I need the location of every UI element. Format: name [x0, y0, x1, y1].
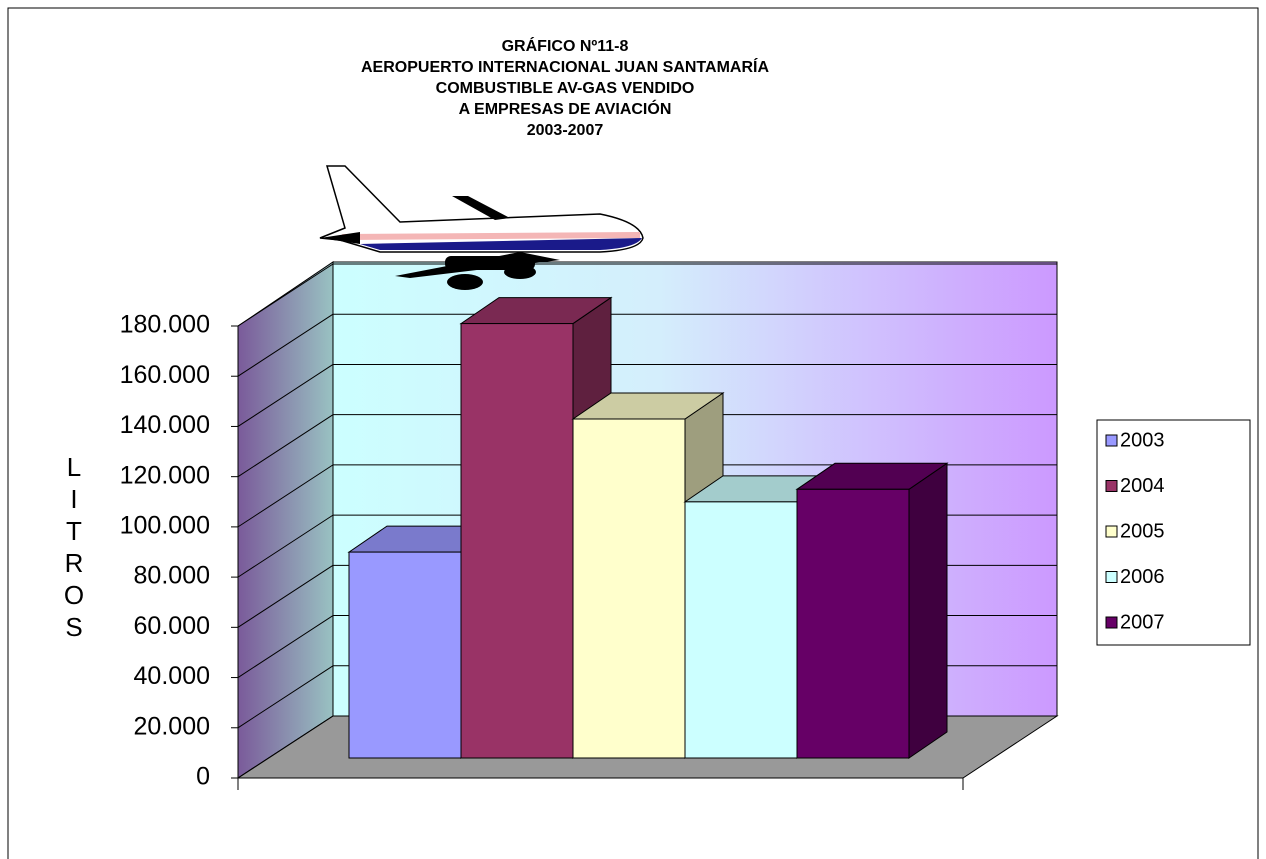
chart-title: 2003-2007 [527, 122, 604, 139]
airplane [319, 165, 644, 290]
y-tick-label: 100.000 [120, 511, 210, 539]
y-tick-label: 120.000 [120, 461, 210, 489]
grid-line [237, 514, 334, 578]
legend-label: 2006 [1120, 566, 1165, 588]
legend-swatch [1105, 571, 1118, 583]
legend-swatch [1105, 616, 1118, 629]
title: GRÁFICO Nº11-8 AEROPUERTO INTERNACIONAL J… [361, 36, 769, 139]
y-tick-label: 180.000 [120, 311, 210, 339]
legend-swatch [1105, 525, 1118, 538]
grid-line [237, 665, 334, 729]
y-tick-label: 0 [196, 763, 210, 791]
grid-line [237, 715, 334, 779]
bar-side [908, 462, 948, 759]
grid-line [237, 464, 334, 528]
legend [1096, 419, 1251, 646]
frame [7, 7, 1259, 859]
bar [460, 323, 574, 759]
y-tick-label: 60.000 [134, 612, 210, 640]
y-tick-label: 20.000 [134, 712, 210, 740]
side-wall [237, 261, 334, 779]
legend-label: 2007 [1120, 611, 1165, 633]
chart-title: GRÁFICO Nº11-8 [502, 36, 629, 55]
grid-line [237, 615, 334, 678]
legend-swatch [1105, 480, 1118, 492]
legend-label: 2005 [1120, 520, 1165, 542]
grid-line [237, 414, 334, 478]
chart-title: COMBUSTIBLE AV-GAS VENDIDO [436, 80, 695, 97]
y-tick-label: 80.000 [134, 562, 210, 590]
y-tick-label: 40.000 [134, 662, 210, 690]
grid-line [237, 564, 334, 628]
y-tick-label: 140.000 [120, 411, 210, 439]
grid-line [237, 313, 334, 377]
legend-swatch [1105, 434, 1118, 447]
grid-line [237, 364, 334, 427]
chart-title: A EMPRESAS DE AVIACIÓN [459, 99, 672, 118]
bar [796, 488, 910, 759]
bar [684, 501, 798, 759]
legend-label: 2004 [1120, 475, 1165, 497]
chart-title: AEROPUERTO INTERNACIONAL JUAN SANTAMARÍA [361, 57, 769, 76]
grid-line [237, 263, 334, 327]
bar [572, 418, 686, 759]
y-axis-title: LITROS [59, 452, 89, 644]
legend-label: 2003 [1120, 429, 1165, 451]
y-tick-label: 160.000 [120, 361, 210, 389]
bar [348, 551, 462, 759]
